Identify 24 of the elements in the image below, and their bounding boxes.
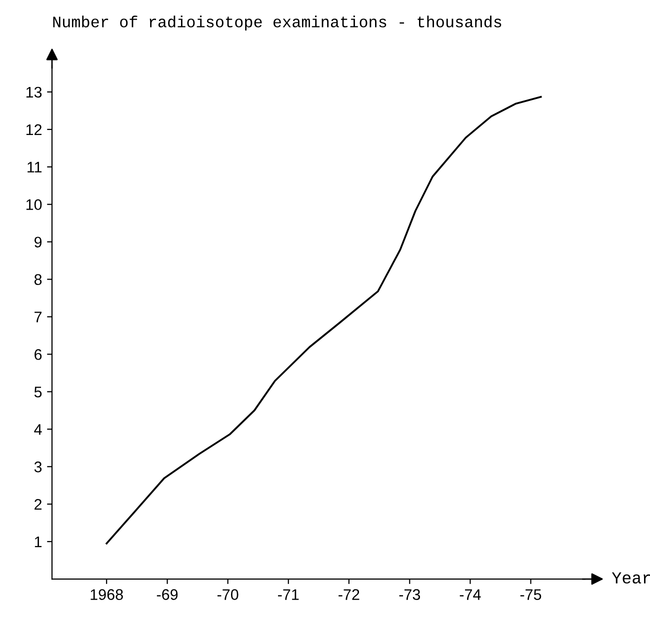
y-tick-label: 3 xyxy=(34,462,42,472)
y-axis-title: Number of radioisotope examinations - thousands xyxy=(53,16,502,31)
x-tick-label: -69 xyxy=(156,589,178,600)
x-tick-label: -72 xyxy=(338,589,360,600)
x-tick-label: -73 xyxy=(399,589,420,600)
x-tick-label: -74 xyxy=(460,589,481,600)
x-tick-label: 1968 xyxy=(90,589,123,600)
y-tick-label: 4 xyxy=(34,424,42,435)
y-tick-label: 1 xyxy=(34,536,42,548)
y-tick-label: 11 xyxy=(28,162,42,172)
line-series xyxy=(106,96,542,544)
y-tick-label: 12 xyxy=(26,124,42,135)
x-axis-title: Year xyxy=(612,572,650,584)
y-tick-label: 10 xyxy=(26,199,42,210)
y-tick-label: 8 xyxy=(34,274,42,285)
x-tick-label: -70 xyxy=(217,589,238,600)
y-tick-label: 7 xyxy=(34,312,42,322)
y-tick-label: 2 xyxy=(34,498,42,510)
y-tick-label: 13 xyxy=(26,86,42,98)
y-tick-label: 5 xyxy=(34,386,42,398)
x-tick-label: -71 xyxy=(278,589,299,600)
y-tick-label: 9 xyxy=(34,236,42,248)
y-tick-label: 6 xyxy=(34,349,42,360)
x-tick-label: -75 xyxy=(520,589,542,600)
